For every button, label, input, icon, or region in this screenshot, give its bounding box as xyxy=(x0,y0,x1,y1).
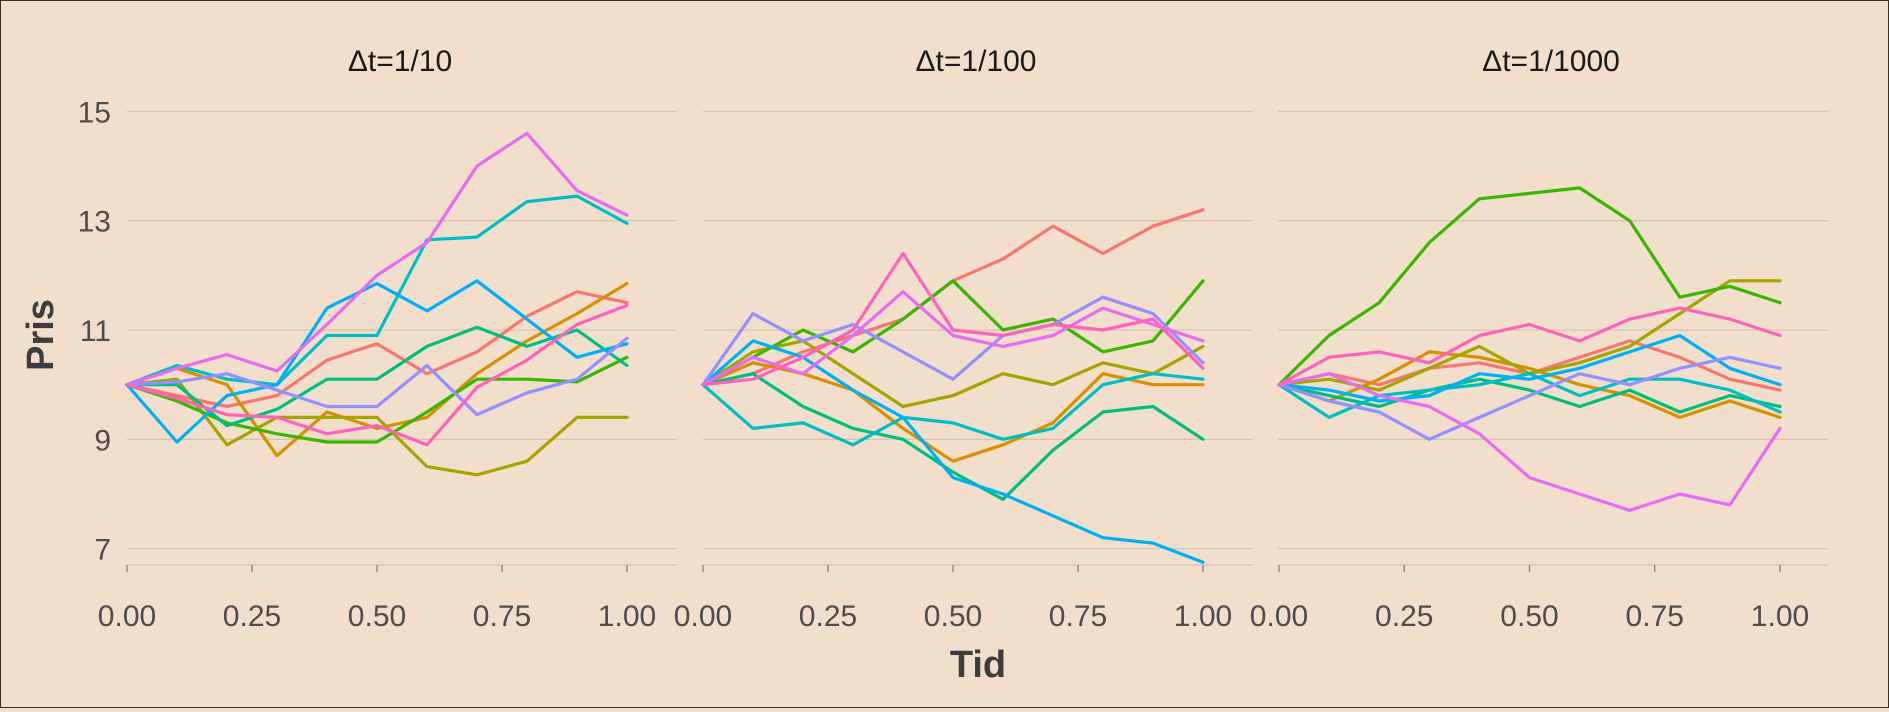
series-line xyxy=(125,131,629,387)
x-tick-label: 1.00 xyxy=(1751,600,1809,633)
y-tick-label: 13 xyxy=(78,206,111,239)
y-tick-label: 7 xyxy=(94,534,111,567)
series-line xyxy=(701,372,1205,501)
series-line xyxy=(701,372,1205,447)
series-group xyxy=(1277,186,1782,512)
series-line xyxy=(701,361,1205,463)
series-line xyxy=(1277,186,1782,387)
series-line xyxy=(125,281,629,458)
x-tick-label: 0.25 xyxy=(1375,600,1433,633)
x-tick-label: 0.75 xyxy=(473,600,531,633)
series-line xyxy=(1277,333,1782,403)
series-group xyxy=(125,131,629,477)
facet-title: Δt=1/1000 xyxy=(1482,45,1620,78)
series-line xyxy=(125,194,629,387)
series-line xyxy=(1277,372,1782,419)
x-tick-label: 0.25 xyxy=(799,600,857,633)
x-tick-label: 1.00 xyxy=(1174,600,1232,633)
facet-panel: 0.00 0.25 0.50 0.75 1.00 Δt=1/100 xyxy=(674,45,1253,633)
series-line xyxy=(701,339,1205,409)
series-line xyxy=(701,290,1205,387)
facet-panel: 0.00 0.25 0.50 0.75 1.00 Δt=1/1000 xyxy=(1250,45,1828,633)
facet-title: Δt=1/100 xyxy=(916,45,1037,78)
facet-panel: 0.00 0.25 0.50 0.75 1.00 7 9 11 13 15 Δt=1/10 xyxy=(78,45,677,633)
series-line xyxy=(1277,372,1782,512)
series-line xyxy=(125,303,629,447)
series-line xyxy=(125,336,629,417)
series-line xyxy=(701,251,1205,387)
x-tick-label: 0.75 xyxy=(1626,600,1684,633)
series-line xyxy=(1277,306,1782,387)
x-tick-label: 0.00 xyxy=(98,600,156,633)
facet-title: Δt=1/10 xyxy=(348,45,452,78)
series-line xyxy=(701,295,1205,387)
x-tick-label: 1.00 xyxy=(598,600,656,633)
series-group xyxy=(701,208,1205,564)
series-line xyxy=(125,355,629,444)
x-tick-label: 0.25 xyxy=(223,600,281,633)
x-tick-label: 0.00 xyxy=(674,600,732,633)
y-axis-title: Pris xyxy=(20,299,62,371)
x-tick-label: 0.50 xyxy=(348,600,406,633)
x-tick-label: 0.75 xyxy=(1049,600,1107,633)
x-tick-label: 0.50 xyxy=(924,600,982,633)
series-line xyxy=(701,208,1205,387)
series-line xyxy=(701,279,1205,387)
series-line xyxy=(1277,355,1782,441)
x-axis-title: Tid xyxy=(950,644,1006,686)
y-tick-label: 9 xyxy=(94,424,111,457)
series-line xyxy=(1277,339,1782,392)
x-tick-label: 0.50 xyxy=(1500,600,1558,633)
y-tick-label: 15 xyxy=(78,96,111,129)
series-line xyxy=(125,290,629,409)
y-tick-label: 11 xyxy=(80,315,111,348)
x-tick-label: 0.00 xyxy=(1250,600,1308,633)
series-line xyxy=(701,339,1205,564)
series-line xyxy=(125,377,629,477)
series-line xyxy=(125,279,629,444)
